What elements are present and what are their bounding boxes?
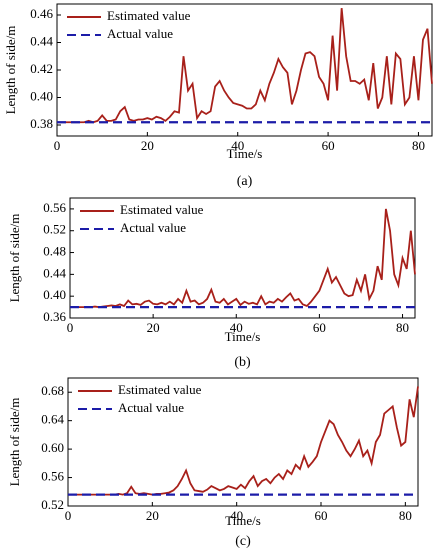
x-tick-label: 40 xyxy=(230,508,243,523)
x-tick-label: 60 xyxy=(315,508,328,523)
y-tick-label: 0.44 xyxy=(30,33,53,48)
legend-label: Actual value xyxy=(107,26,173,41)
plot-frame xyxy=(67,377,419,507)
y-tick-label: 0.36 xyxy=(43,309,66,324)
x-tick-label: 0 xyxy=(65,508,72,523)
legend-label: Actual value xyxy=(120,220,186,235)
caption: (a) xyxy=(237,174,253,189)
y-tick-label: 0.56 xyxy=(41,469,64,484)
y-tick-label: 0.52 xyxy=(41,497,64,512)
y-tick-label: 0.68 xyxy=(41,383,64,398)
legend-label: Estimated value xyxy=(118,382,202,397)
x-axis-label: Time/s xyxy=(227,146,263,161)
plot-frame xyxy=(69,197,416,319)
y-tick-label: 0.40 xyxy=(30,88,53,103)
x-tick-label: 60 xyxy=(322,138,335,153)
y-tick-label: 0.48 xyxy=(43,244,66,259)
legend-label: Estimated value xyxy=(120,202,204,217)
y-axis-label: Length of side/m xyxy=(3,26,18,115)
x-tick-label: 20 xyxy=(147,320,160,335)
x-tick-label: 0 xyxy=(54,138,61,153)
caption: (c) xyxy=(235,534,251,549)
y-axis-label: Length of side/m xyxy=(7,398,22,487)
y-tick-label: 0.64 xyxy=(41,412,64,427)
y-tick-label: 0.46 xyxy=(30,6,53,21)
x-axis-label: Time/s xyxy=(225,329,261,344)
y-tick-label: 0.44 xyxy=(43,265,66,280)
y-tick-label: 0.56 xyxy=(43,200,66,215)
x-tick-label: 80 xyxy=(412,138,425,153)
legend-label: Actual value xyxy=(118,400,184,415)
y-tick-label: 0.60 xyxy=(41,440,64,455)
x-tick-label: 20 xyxy=(141,138,154,153)
series-line xyxy=(70,208,416,308)
caption: (b) xyxy=(234,355,251,370)
y-tick-label: 0.52 xyxy=(43,222,66,237)
x-tick-label: 20 xyxy=(146,508,159,523)
y-axis-label: Length of side/m xyxy=(7,214,22,303)
series-line xyxy=(68,386,419,496)
x-tick-label: 80 xyxy=(396,320,409,335)
x-tick-label: 80 xyxy=(399,508,412,523)
series-line xyxy=(57,8,433,124)
y-tick-label: 0.42 xyxy=(30,61,53,76)
x-tick-label: 0 xyxy=(67,320,74,335)
x-tick-label: 40 xyxy=(231,138,244,153)
x-tick-label: 40 xyxy=(230,320,243,335)
legend-label: Estimated value xyxy=(107,8,191,23)
x-tick-label: 60 xyxy=(313,320,326,335)
y-tick-label: 0.40 xyxy=(43,287,66,302)
plot-frame xyxy=(56,3,433,137)
y-tick-label: 0.38 xyxy=(30,116,53,131)
x-axis-label: Time/s xyxy=(225,513,261,528)
